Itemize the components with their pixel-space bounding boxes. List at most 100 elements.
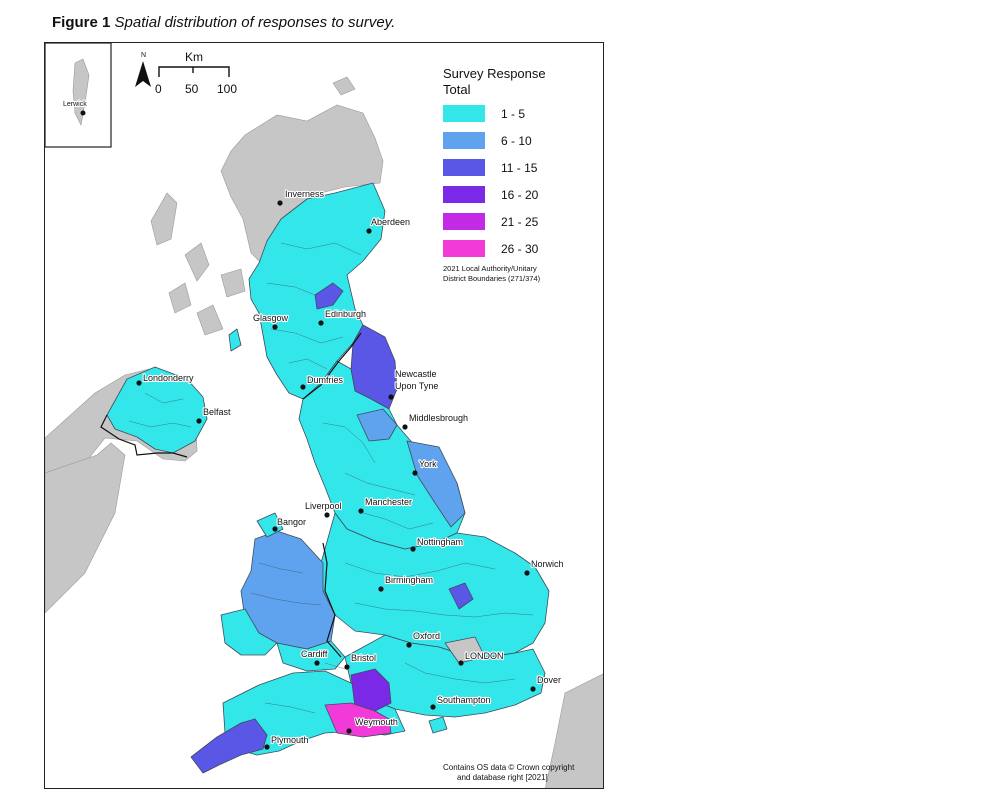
inset-lerwick-marker: Lerwick: [62, 100, 88, 116]
label-dover: Dover: [537, 675, 561, 685]
city-liverpool: Liverpool: [304, 500, 343, 518]
boundary-line-1: [280, 242, 362, 256]
city-londonderry: Londonderry: [136, 372, 195, 386]
scale-tick-0: 0: [155, 82, 162, 96]
label-glasgow: Glasgow: [253, 313, 289, 323]
legend-title-2: Total: [443, 82, 471, 97]
scale-tick-50: 50: [185, 82, 199, 96]
district-boundaries: [128, 242, 534, 714]
national-borders: [100, 332, 362, 658]
hebrides-island-5: [220, 268, 246, 298]
region-isle-of-wight: [428, 716, 448, 734]
city-birmingham: Birmingham: [378, 574, 434, 592]
boundary-line-13: [144, 392, 184, 404]
city-dover: Dover: [530, 674, 562, 692]
label-plymouth: Plymouth: [271, 735, 309, 745]
label-aberdeen: Aberdeen: [371, 217, 410, 227]
label-inverness: Inverness: [285, 189, 325, 199]
region-north-yorkshire: [406, 440, 466, 528]
scale-unit: Km: [185, 50, 203, 64]
label-nottingham: Nottingham: [417, 537, 463, 547]
region-dorset: [324, 702, 392, 738]
city-manchester: Manchester: [358, 496, 413, 514]
label-london: LONDON: [465, 651, 504, 661]
city-london: LONDON: [458, 650, 505, 666]
legend-swatch: [443, 105, 485, 122]
survey-regions: [106, 182, 550, 774]
credit-line-2: and database right [2021]: [457, 773, 548, 782]
border-wales-england: [322, 542, 342, 658]
label-birmingham: Birmingham: [385, 575, 433, 585]
label-bangor: Bangor: [277, 517, 306, 527]
legend-swatch: [443, 132, 485, 149]
credit-line-1: Contains OS data © Crown copyright: [443, 763, 575, 772]
region-cornwall: [190, 718, 268, 774]
label-oxford: Oxford: [413, 631, 440, 641]
legend-note-1: 2021 Local Authority/Unitary: [443, 264, 537, 273]
region-west-wales: [220, 608, 278, 656]
boundary-line-12: [264, 702, 316, 714]
legend-label: 6 - 10: [501, 134, 532, 148]
boundary-line-5: [322, 422, 376, 464]
label-southampton: Southampton: [437, 695, 491, 705]
label-newcastle-1: Newcastle: [395, 369, 437, 379]
city-inverness: Inverness: [277, 188, 326, 206]
region-east-lothian-band: [314, 282, 344, 310]
legend: Survey Response Total 1 - 5 6 - 10 11 - 15…: [443, 66, 546, 283]
label-weymouth: Weymouth: [355, 717, 398, 727]
region-london-grey: [444, 636, 486, 664]
scotland-highlands: [220, 104, 384, 266]
city-cardiff: Cardiff: [300, 648, 329, 666]
city-plymouth: Plymouth: [264, 734, 310, 750]
label-liverpool: Liverpool: [305, 501, 342, 511]
figure-label: Figure 1: [52, 14, 111, 31]
boundary-line-8: [344, 562, 496, 578]
ireland-south: [45, 442, 126, 614]
label-bristol: Bristol: [351, 653, 376, 663]
inset-shetland: [72, 58, 90, 126]
legend-label: 21 - 25: [501, 215, 539, 229]
boundary-line-16: [250, 592, 322, 606]
label-york: York: [419, 459, 437, 469]
boundary-line-6: [344, 472, 416, 496]
city-bristol: Bristol: [344, 652, 377, 670]
scale-bar: Km 0 50 100: [155, 50, 237, 96]
map-svg: Lerwick N Km 0 50 100 Survey Response To…: [45, 43, 603, 788]
region-south-wales: [276, 640, 346, 672]
boundary-line-11: [404, 662, 516, 684]
region-northern-ireland: [106, 366, 208, 454]
legend-note-2: District Boundaries (271/374): [443, 274, 541, 283]
hebrides-island-2: [184, 242, 210, 282]
figure-caption: Figure 1 Spatial distribution of respons…: [52, 14, 395, 31]
legend-swatch: [443, 240, 485, 257]
label-manchester: Manchester: [365, 497, 412, 507]
city-nottingham: Nottingham: [410, 536, 464, 552]
label-edinburgh: Edinburgh: [325, 309, 366, 319]
city-belfast: Belfast: [196, 406, 232, 424]
city-glasgow: Glasgow: [252, 312, 290, 330]
city-southampton: Southampton: [430, 694, 492, 710]
label-londonderry: Londonderry: [143, 373, 194, 383]
france-coast: [545, 673, 603, 788]
boundary-line-9: [354, 602, 534, 618]
boundary-line-15: [258, 562, 304, 574]
label-middlesbrough: Middlesbrough: [409, 413, 468, 423]
city-dumfries: Dumfries: [300, 374, 345, 390]
city-middlesbrough: Middlesbrough: [402, 412, 469, 430]
label-dumfries: Dumfries: [307, 375, 344, 385]
inset-lerwick-dot: [80, 110, 86, 116]
orkney-islands: [332, 76, 356, 96]
legend-label: 11 - 15: [501, 161, 538, 175]
hebrides-island-3: [168, 282, 192, 314]
legend-items: 1 - 5 6 - 10 11 - 15 16 - 20 21 - 25 26 - 30: [443, 105, 539, 257]
map-frame: Lerwick N Km 0 50 100 Survey Response To…: [44, 42, 604, 789]
city-york: York: [412, 458, 438, 476]
boundary-line-3: [270, 328, 344, 344]
city-edinburgh: Edinburgh: [318, 308, 367, 326]
border-ni-roi: [100, 414, 188, 458]
north-letter: N: [141, 52, 146, 59]
city-norwich: Norwich: [524, 558, 565, 576]
label-norwich: Norwich: [531, 559, 564, 569]
scale-tick-100: 100: [217, 82, 237, 96]
hebrides-island-1: [150, 192, 178, 246]
